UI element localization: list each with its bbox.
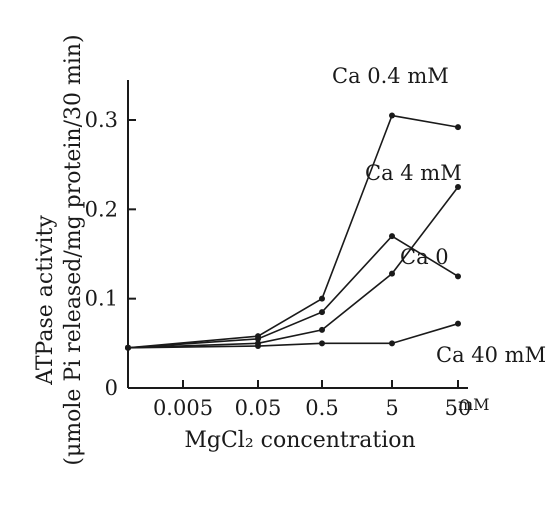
x-axis-title: MgCl₂ concentration <box>184 428 415 453</box>
data-point <box>455 184 461 190</box>
x-tick-label: 0.5 <box>305 396 338 420</box>
axes: 0 0.1 0.2 0.3 0.005 0.05 0.5 5 50 <box>85 80 472 420</box>
data-point <box>319 340 325 347</box>
series-label-ca-0.4: Ca 0.4 mM <box>332 64 449 88</box>
data-point <box>319 326 325 333</box>
data-point <box>255 335 261 342</box>
y-axis-title-line2: (μmole Pi released/mg protein/30 min) <box>61 34 86 465</box>
series-points <box>125 112 461 351</box>
data-point <box>455 320 461 327</box>
data-point <box>389 112 395 119</box>
data-point <box>255 343 261 350</box>
series-label-ca-4: Ca 4 mM <box>365 161 462 185</box>
x-tick-label: 0.05 <box>235 396 282 420</box>
data-point <box>319 309 325 316</box>
data-point <box>389 270 395 277</box>
x-unit-label: mM <box>458 395 490 414</box>
y-tick-label: 0.1 <box>85 287 118 311</box>
data-point <box>455 273 461 280</box>
y-tick-label: 0.2 <box>85 197 118 221</box>
x-tick-label: 0.005 <box>153 396 213 420</box>
data-point <box>389 340 395 347</box>
series-label-ca-0: Ca 0 <box>400 245 449 269</box>
data-point <box>389 233 395 240</box>
y-tick-label: 0.3 <box>85 108 118 132</box>
series-label-ca-40: Ca 40 mM <box>436 343 546 367</box>
x-tick-label: 5 <box>385 396 398 420</box>
series-lines <box>127 114 459 349</box>
data-point <box>125 344 131 351</box>
y-axis-title-line1: ATPase activity <box>33 215 58 386</box>
x-tick-label: 50 <box>445 396 472 420</box>
data-point <box>319 295 325 302</box>
y-tick-label: 0 <box>105 376 118 400</box>
series-line-0 <box>127 114 459 349</box>
data-point <box>455 124 461 131</box>
